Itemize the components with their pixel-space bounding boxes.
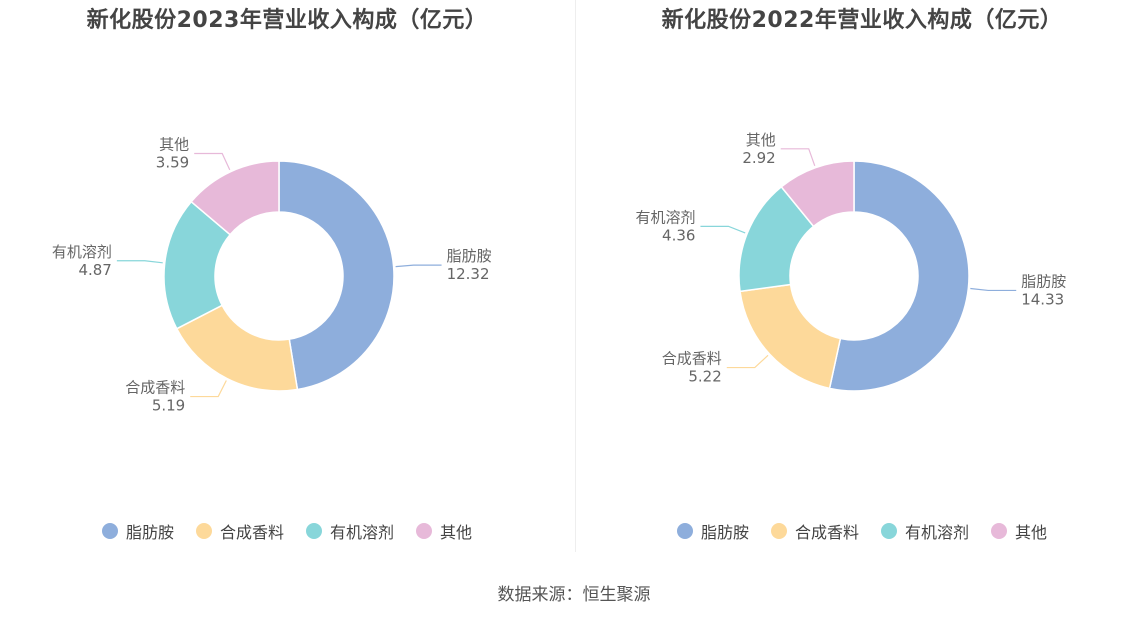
legend: 脂肪胺 合成香料 有机溶剂 其他: [575, 519, 1148, 543]
legend-swatch: [991, 523, 1008, 539]
legend-label: 有机溶剂: [905, 523, 970, 542]
leader-line: [194, 152, 231, 171]
legend-label: 其他: [440, 523, 473, 542]
slice-value-label: 4.87: [78, 261, 111, 279]
donut-slice-fatty-amine[interactable]: [278, 160, 395, 391]
legend-swatch: [416, 523, 433, 539]
legend-item-fatty-amine[interactable]: 脂肪胺: [676, 519, 749, 543]
legend-swatch: [195, 523, 212, 539]
slice-category-label: 有机溶剂: [635, 208, 695, 226]
slice-value-label: 2.92: [742, 149, 775, 167]
legend-label: 有机溶剂: [330, 523, 395, 542]
slice-value-label: 14.33: [1021, 290, 1064, 308]
slice-category-label: 脂肪胺: [1021, 272, 1066, 290]
chart-title: 新化股份2022年营业收入构成（亿元）: [661, 8, 1063, 33]
legend-swatch: [306, 523, 322, 539]
legend: 脂肪胺 合成香料 有机溶剂 其他: [0, 519, 574, 543]
chart-title: 新化股份2023年营业收入构成（亿元）: [86, 8, 488, 33]
legend-item-organic-solvent[interactable]: 有机溶剂: [306, 519, 394, 543]
legend-item-synthetic-fragrance[interactable]: 合成香料: [195, 519, 284, 543]
legend-swatch: [770, 523, 787, 539]
panel-divider: [575, 0, 576, 552]
slice-value-label: 5.19: [152, 397, 185, 415]
leader-line: [700, 225, 746, 234]
leader-line: [395, 264, 442, 268]
slice-category-label: 其他: [746, 131, 776, 149]
donut-slice-fatty-amine[interactable]: [828, 160, 970, 392]
legend-item-other[interactable]: 其他: [416, 519, 472, 543]
legend-label: 合成香料: [794, 523, 859, 542]
slice-category-label: 脂肪胺: [447, 247, 492, 265]
chart-panel-2022: 新化股份2022年营业收入构成（亿元） 脂肪胺 14.33 合成香料 5.22 有机溶剂…: [575, 0, 1148, 560]
slice-category-label: 其他: [159, 136, 189, 154]
slice-value-label: 4.36: [662, 226, 695, 244]
donut-slice-synthetic-fragrance[interactable]: [739, 283, 842, 390]
donut-slice-other[interactable]: [190, 160, 280, 236]
legend-swatch: [881, 523, 897, 539]
data-source-note: 数据来源：恒生聚源: [497, 585, 651, 605]
legend-swatch: [676, 523, 693, 539]
slice-category-label: 合成香料: [662, 350, 722, 368]
legend-label: 脂肪胺: [125, 523, 174, 542]
slice-value-label: 5.22: [688, 368, 721, 386]
leader-line: [780, 148, 816, 166]
leader-line: [970, 287, 1017, 292]
legend-label: 脂肪胺: [700, 523, 749, 542]
slice-category-label: 合成香料: [125, 379, 185, 397]
donut-slice-other[interactable]: [780, 160, 855, 228]
leader-line: [190, 380, 227, 398]
slice-value-label: 12.32: [447, 265, 490, 283]
legend-item-synthetic-fragrance[interactable]: 合成香料: [770, 519, 859, 543]
leader-line: [726, 354, 769, 369]
legend-item-organic-solvent[interactable]: 有机溶剂: [881, 519, 969, 543]
slice-category-label: 有机溶剂: [52, 243, 112, 261]
leader-line: [116, 260, 163, 264]
legend-item-fatty-amine[interactable]: 脂肪胺: [101, 519, 174, 543]
chart-panel-2023: 新化股份2023年营业收入构成（亿元） 脂肪胺 12.32 合成香料 5.19 有机溶剂…: [0, 0, 574, 560]
legend-swatch: [101, 523, 118, 539]
legend-item-other[interactable]: 其他: [991, 519, 1047, 543]
legend-label: 其他: [1015, 523, 1048, 542]
legend-label: 合成香料: [219, 523, 284, 542]
slice-value-label: 3.59: [156, 154, 189, 172]
